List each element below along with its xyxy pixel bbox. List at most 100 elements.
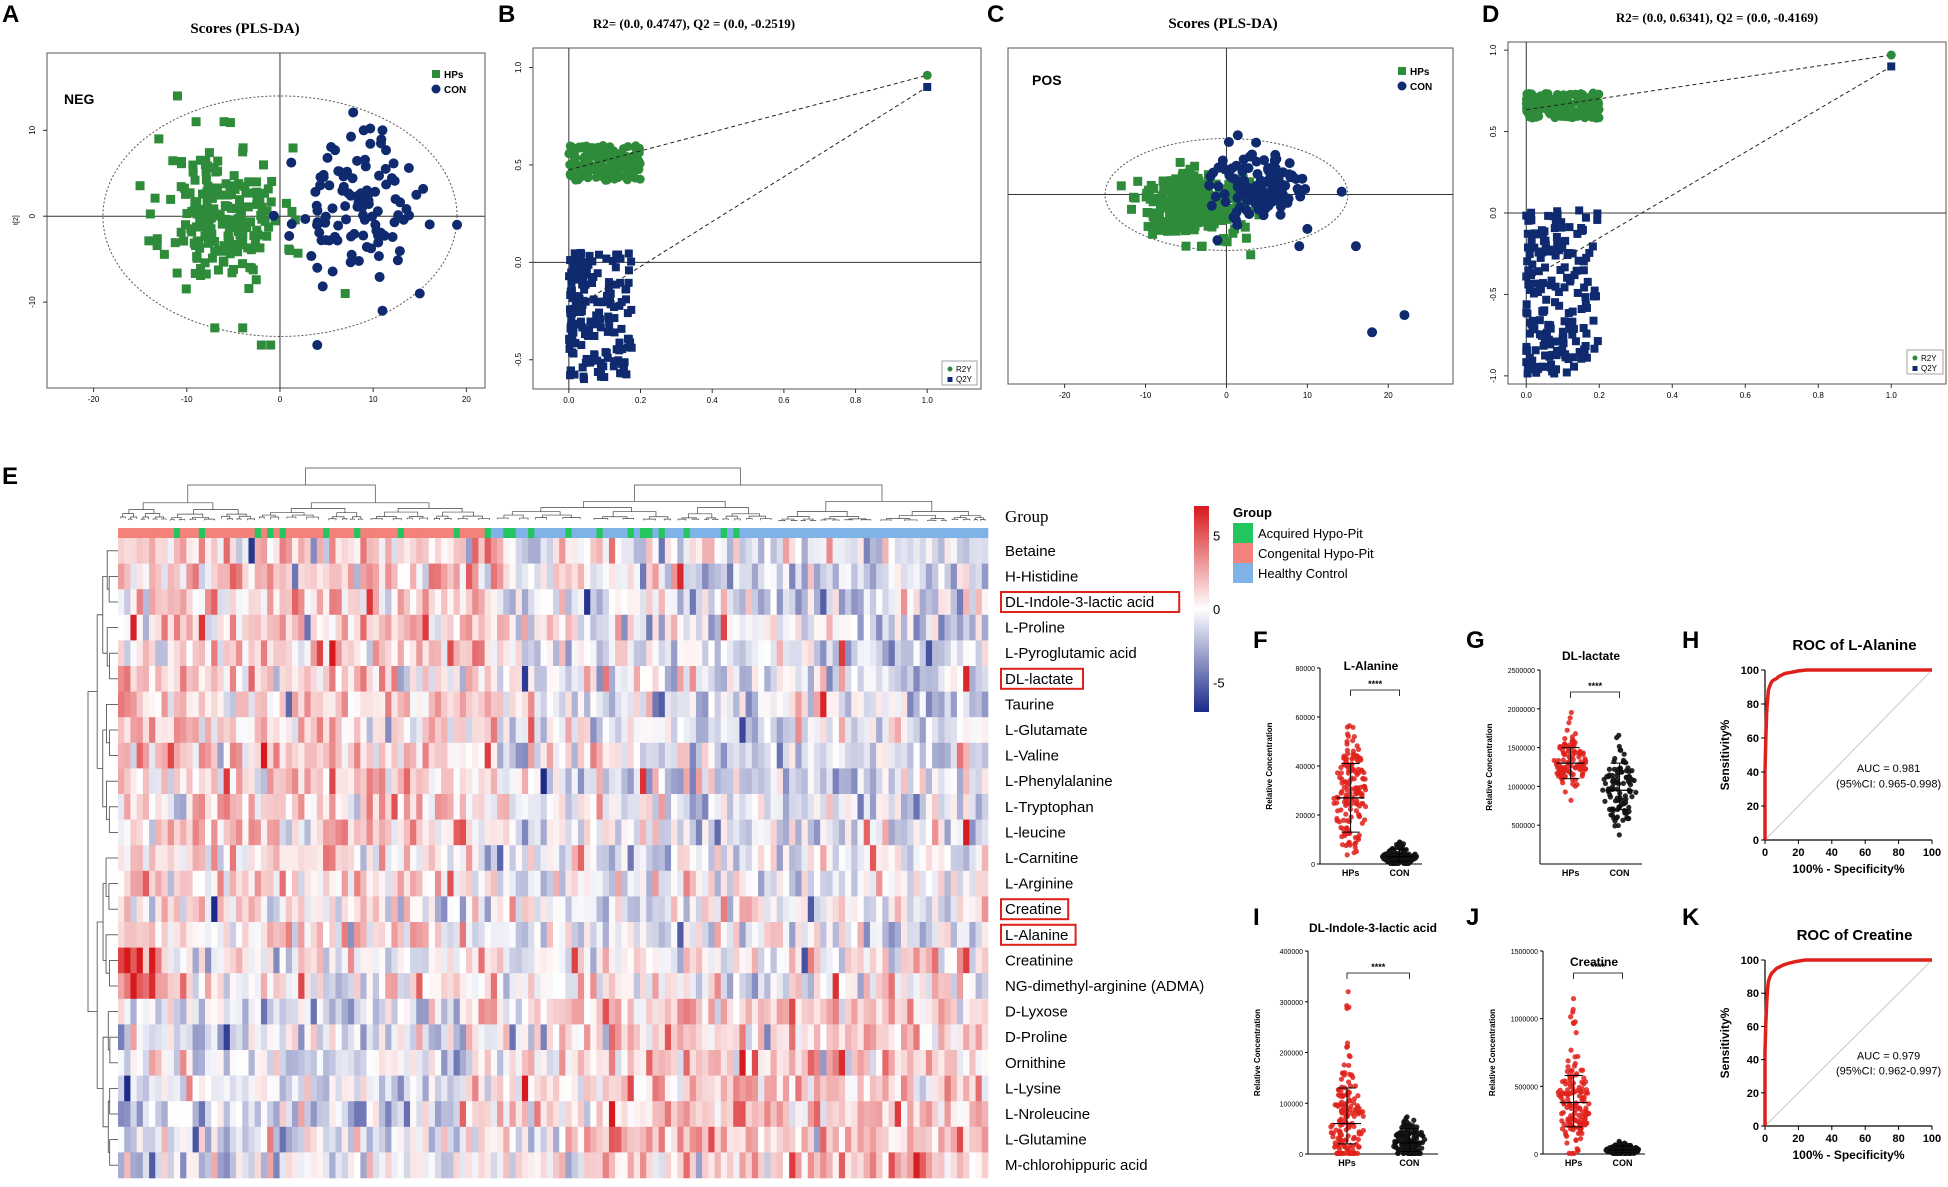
heatmap-cell	[559, 589, 566, 616]
point-hps	[1177, 205, 1187, 215]
group-bar-cell	[888, 528, 896, 538]
heatmap-cell	[379, 691, 386, 718]
heatmap-cell	[217, 742, 224, 769]
heatmap-cell	[907, 742, 914, 769]
dendrogram-branch	[803, 518, 814, 521]
dendrogram-branch	[478, 518, 490, 520]
heatmap-cell	[347, 1050, 355, 1076]
group-bar-cell	[186, 528, 193, 538]
heatmap-cell	[124, 768, 131, 795]
heatmap-cell	[254, 794, 262, 820]
heatmap-cell	[907, 922, 914, 948]
heatmap-cell	[826, 896, 833, 923]
heatmap-cell	[434, 589, 442, 616]
x-tick-label: 0.8	[850, 396, 862, 405]
heatmap-cell	[434, 922, 442, 948]
heatmap-cell	[242, 1075, 249, 1102]
heatmap-cell	[894, 640, 902, 667]
heatmap-cell	[702, 998, 709, 1025]
heatmap-cell	[913, 691, 920, 718]
heatmap-cell	[273, 922, 280, 948]
heatmap-cell	[167, 614, 175, 641]
heatmap-cell	[298, 896, 305, 923]
dendrogram-branch	[109, 1088, 111, 1115]
heatmap-cell	[397, 691, 405, 718]
point-con	[1227, 173, 1238, 184]
heatmap-cell	[434, 794, 442, 820]
heatmap-cell	[192, 640, 200, 667]
heatmap-cell	[310, 819, 318, 846]
group-bar-cell	[652, 528, 659, 538]
point-q2y	[606, 289, 615, 298]
heatmap-cell	[795, 870, 802, 897]
heatmap-cell	[478, 666, 485, 692]
heatmap-cell	[745, 1050, 753, 1076]
heatmap-cell	[577, 1024, 585, 1051]
heatmap-cell	[981, 819, 989, 846]
heatmap-cell	[882, 794, 889, 820]
group-bar-cell	[745, 528, 753, 538]
heatmap-cell	[509, 742, 517, 769]
heatmap-cell	[484, 768, 492, 795]
heatmap-cell	[242, 563, 249, 590]
group-bar-cell	[695, 528, 703, 538]
heatmap-cell	[695, 1050, 703, 1076]
heatmap-cell	[615, 845, 622, 872]
heatmap-cell	[869, 614, 877, 641]
heatmap-cell	[882, 998, 889, 1025]
point-q2y	[1580, 347, 1589, 356]
heatmap-cell	[372, 998, 380, 1025]
heatmap-cell	[428, 563, 436, 590]
heatmap-cell	[664, 870, 672, 897]
point-q2y	[1523, 369, 1532, 378]
heatmap-cell	[521, 973, 529, 1000]
heatmap-cell	[938, 563, 945, 590]
heatmap-cell	[795, 563, 802, 590]
heatmap-cell	[428, 845, 436, 872]
heatmap-cell	[304, 947, 311, 974]
y-tick-label: 0.5	[514, 159, 523, 171]
point-hps	[290, 215, 300, 225]
heatmap-cell	[944, 973, 952, 1000]
heatmap-cell	[739, 998, 746, 1025]
heatmap-cell	[795, 1050, 802, 1076]
dendrogram-branch	[102, 729, 107, 808]
heatmap-cell	[441, 768, 448, 795]
heatmap-cell	[192, 614, 200, 641]
heatmap-cell	[484, 1075, 492, 1102]
heatmap-cell	[310, 589, 318, 616]
heatmap-cell	[546, 1050, 554, 1076]
point-q2y	[1588, 242, 1597, 251]
heatmap-cell	[739, 666, 746, 692]
heatmap-cell	[223, 538, 231, 564]
panel-a-title: Scores (PLS-DA)	[190, 21, 299, 37]
point-q2y	[1553, 207, 1562, 216]
r2y-original-point	[1886, 50, 1896, 60]
heatmap-cell	[857, 640, 865, 667]
point-q2y	[1522, 272, 1531, 281]
dendrogram-branch	[270, 512, 305, 516]
group-bar-cell	[876, 528, 883, 538]
heatmap-cell	[205, 563, 212, 590]
point-con	[1268, 160, 1279, 171]
point-con	[337, 185, 348, 196]
heatmap-cell	[789, 794, 796, 820]
panel-letter-b: B	[498, 1, 515, 28]
heatmap-cell	[944, 691, 952, 718]
point-q2y	[612, 280, 621, 289]
heatmap-cell	[459, 922, 467, 948]
heatmap-cell	[198, 1050, 206, 1076]
heatmap-cell	[285, 794, 293, 820]
heatmap-cell	[739, 794, 746, 820]
heatmap-cell	[118, 896, 125, 923]
point-q2y	[1572, 266, 1581, 275]
heatmap-cell	[608, 563, 616, 590]
heatmap-cell	[944, 896, 952, 923]
heatmap-cell	[410, 691, 417, 718]
heatmap-cell	[155, 640, 162, 667]
point-q2y	[1579, 266, 1588, 275]
heatmap-cell	[776, 768, 784, 795]
heatmap-cell	[646, 819, 653, 846]
heatmap-cell	[136, 666, 144, 692]
heatmap-cell	[845, 896, 852, 923]
